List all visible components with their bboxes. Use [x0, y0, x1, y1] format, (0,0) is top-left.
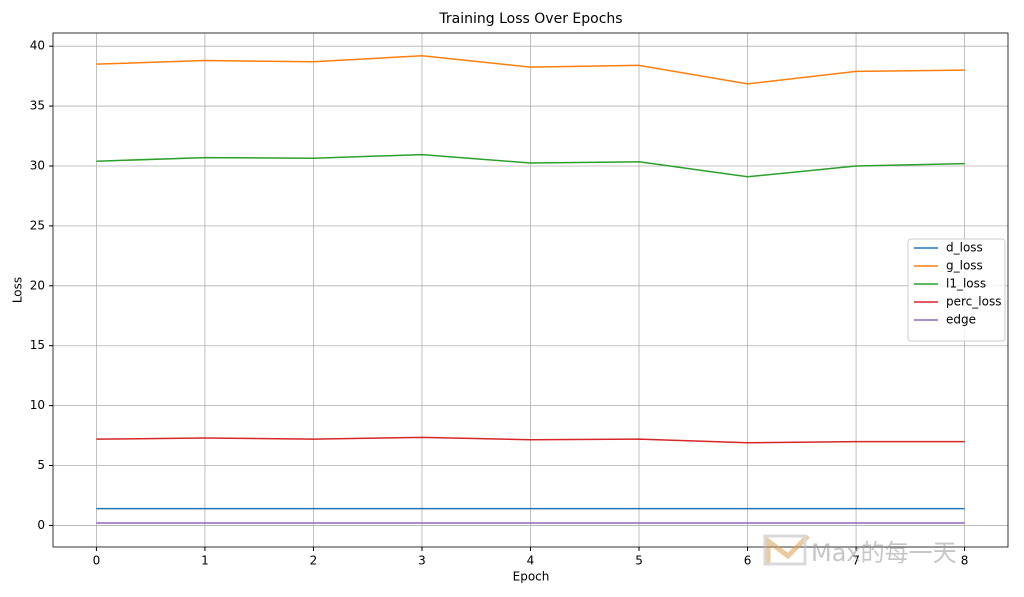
x-tick-label: 6: [744, 554, 752, 568]
x-tick-label: 0: [93, 554, 101, 568]
legend-label: d_loss: [946, 241, 983, 255]
legend-box: [907, 238, 1006, 342]
legend-label: edge: [946, 313, 976, 327]
y-axis-label: Loss: [11, 277, 25, 303]
series-line: [96, 436, 965, 444]
series-line: [96, 153, 965, 178]
legend-label: perc_loss: [946, 295, 1001, 309]
y-tick-label: 30: [30, 158, 45, 172]
x-tick-label: 1: [201, 554, 209, 568]
x-tick-label: 2: [310, 554, 318, 568]
y-tick-label: 0: [37, 518, 45, 532]
y-tick-label: 5: [37, 458, 45, 472]
x-tick-label: 4: [527, 554, 535, 568]
y-tick-label: 15: [30, 338, 45, 352]
watermark-text: Max的每一天: [811, 539, 957, 567]
legend-label: g_loss: [946, 259, 983, 273]
x-tick-label: 8: [961, 554, 969, 568]
x-tick-label: 5: [635, 554, 643, 568]
y-tick-label: 10: [30, 398, 45, 412]
series-line: [96, 55, 965, 85]
x-tick-label: 3: [418, 554, 426, 568]
watermark-logo: [765, 534, 810, 563]
plot-frame: [52, 32, 1009, 548]
y-tick-label: 35: [30, 99, 45, 113]
y-tick-label: 25: [30, 218, 45, 232]
y-tick-label: 20: [30, 278, 45, 292]
x-tick-label: 7: [852, 554, 860, 568]
chart-title: Training Loss Over Epochs: [438, 11, 622, 27]
watermark-frame: [763, 534, 807, 566]
x-axis-label: Epoch: [513, 570, 550, 584]
legend-label: l1_loss: [946, 277, 986, 291]
y-tick-label: 40: [30, 39, 45, 53]
watermark: Max的每一天: [763, 534, 957, 567]
